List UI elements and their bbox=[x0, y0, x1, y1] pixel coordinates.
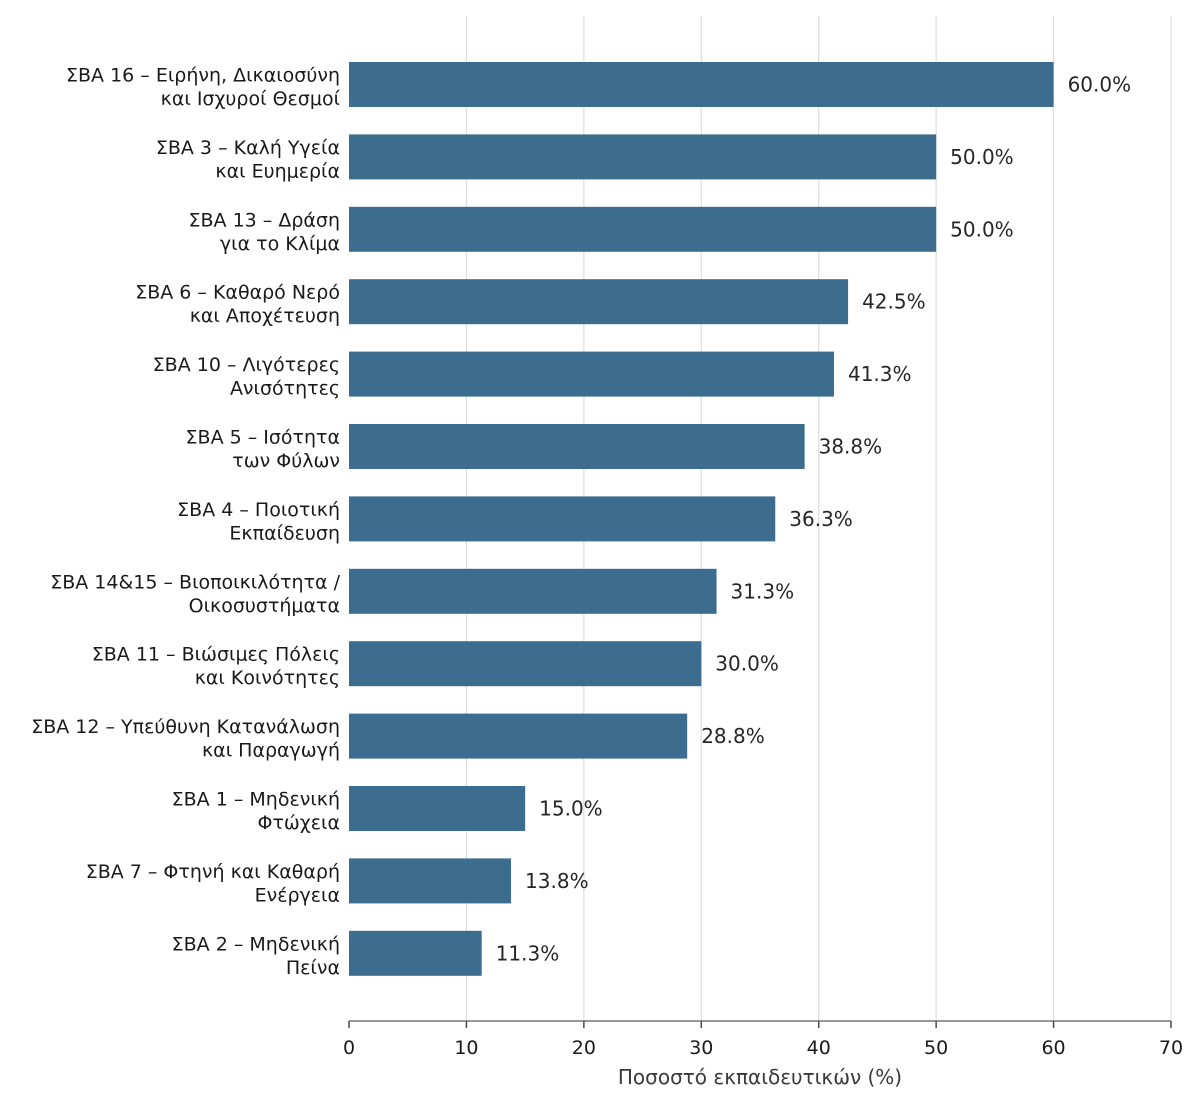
x-tick-label: 70 bbox=[1159, 1037, 1183, 1059]
bar bbox=[349, 206, 937, 252]
bar bbox=[349, 641, 702, 687]
bar bbox=[349, 134, 937, 180]
bar bbox=[349, 713, 688, 759]
value-label: 28.8% bbox=[701, 724, 765, 748]
x-tick-label: 20 bbox=[572, 1037, 596, 1059]
x-axis: 0 10 20 30 40 50 60 70 bbox=[343, 1020, 1183, 1059]
bar bbox=[349, 424, 805, 469]
bar bbox=[349, 858, 512, 904]
bar bbox=[349, 930, 482, 976]
category-label: ΣΒΑ 13 – Δράση για το Κλίμα bbox=[189, 209, 341, 255]
value-label: 50.0% bbox=[950, 217, 1014, 241]
category-label: ΣΒΑ 16 – Ειρήνη, Δικαιοσύνη και Ισχυροί Θ… bbox=[66, 65, 341, 111]
value-label: 30.0% bbox=[715, 652, 779, 676]
x-tick-label: 30 bbox=[689, 1037, 713, 1059]
bar bbox=[349, 496, 776, 542]
value-label: 15.0% bbox=[539, 797, 603, 821]
category-labels: ΣΒΑ 16 – Ειρήνη, Δικαιοσύνη και Ισχυροί Θ… bbox=[31, 65, 340, 979]
value-label: 41.3% bbox=[848, 362, 912, 386]
x-tick-label: 40 bbox=[807, 1037, 831, 1059]
category-label: ΣΒΑ 7 – Φτηνή και Καθαρή Ενέργεια bbox=[86, 861, 340, 907]
value-label: 50.0% bbox=[950, 145, 1014, 169]
x-tick-label: 60 bbox=[1041, 1037, 1065, 1059]
value-label: 31.3% bbox=[731, 579, 795, 603]
category-label: ΣΒΑ 6 – Καθαρό Νερό και Αποχέτευση bbox=[135, 282, 340, 328]
category-label: ΣΒΑ 11 – Βιώσιμες Πόλεις και Κοινότητες bbox=[92, 644, 340, 690]
bar bbox=[349, 568, 717, 614]
x-tick-label: 50 bbox=[924, 1037, 948, 1059]
bar bbox=[349, 786, 526, 831]
category-label: ΣΒΑ 4 – Ποιοτική Εκπαίδευση bbox=[177, 499, 340, 545]
bar bbox=[349, 351, 834, 397]
value-labels: 60.0% 50.0% 50.0% 42.5% 41.3% 38.8% 36.3% 31.3%… bbox=[496, 73, 1131, 966]
x-tick-label: 10 bbox=[454, 1037, 478, 1059]
value-label: 38.8% bbox=[819, 435, 883, 459]
value-label: 36.3% bbox=[789, 507, 853, 531]
x-tick-label: 0 bbox=[343, 1037, 355, 1059]
bars bbox=[349, 62, 1054, 976]
category-label: ΣΒΑ 5 – Ισότητα των Φύλων bbox=[186, 427, 340, 473]
value-label: 13.8% bbox=[525, 869, 589, 893]
category-label: ΣΒΑ 3 – Καλή Υγεία και Ευημερία bbox=[156, 137, 340, 183]
bar bbox=[349, 279, 849, 325]
value-label: 42.5% bbox=[862, 290, 926, 314]
x-axis-title: Ποσοστό εκπαιδευτικών (%) bbox=[618, 1065, 902, 1089]
value-label: 60.0% bbox=[1068, 73, 1132, 97]
category-label: ΣΒΑ 2 – Μηδενική Πείνα bbox=[172, 933, 340, 979]
category-label: ΣΒΑ 10 – Λιγότερες Ανισότητες bbox=[153, 354, 340, 400]
value-label: 11.3% bbox=[496, 941, 560, 965]
category-label: ΣΒΑ 14&15 – Βιοποικιλότητα / Οικοσυστήματ… bbox=[50, 571, 340, 617]
bar bbox=[349, 62, 1054, 107]
category-label: ΣΒΑ 12 – Υπεύθυνη Κατανάλωση και Παραγωγή bbox=[31, 716, 340, 762]
category-label: ΣΒΑ 1 – Μηδενική Φτώχεια bbox=[172, 789, 340, 835]
